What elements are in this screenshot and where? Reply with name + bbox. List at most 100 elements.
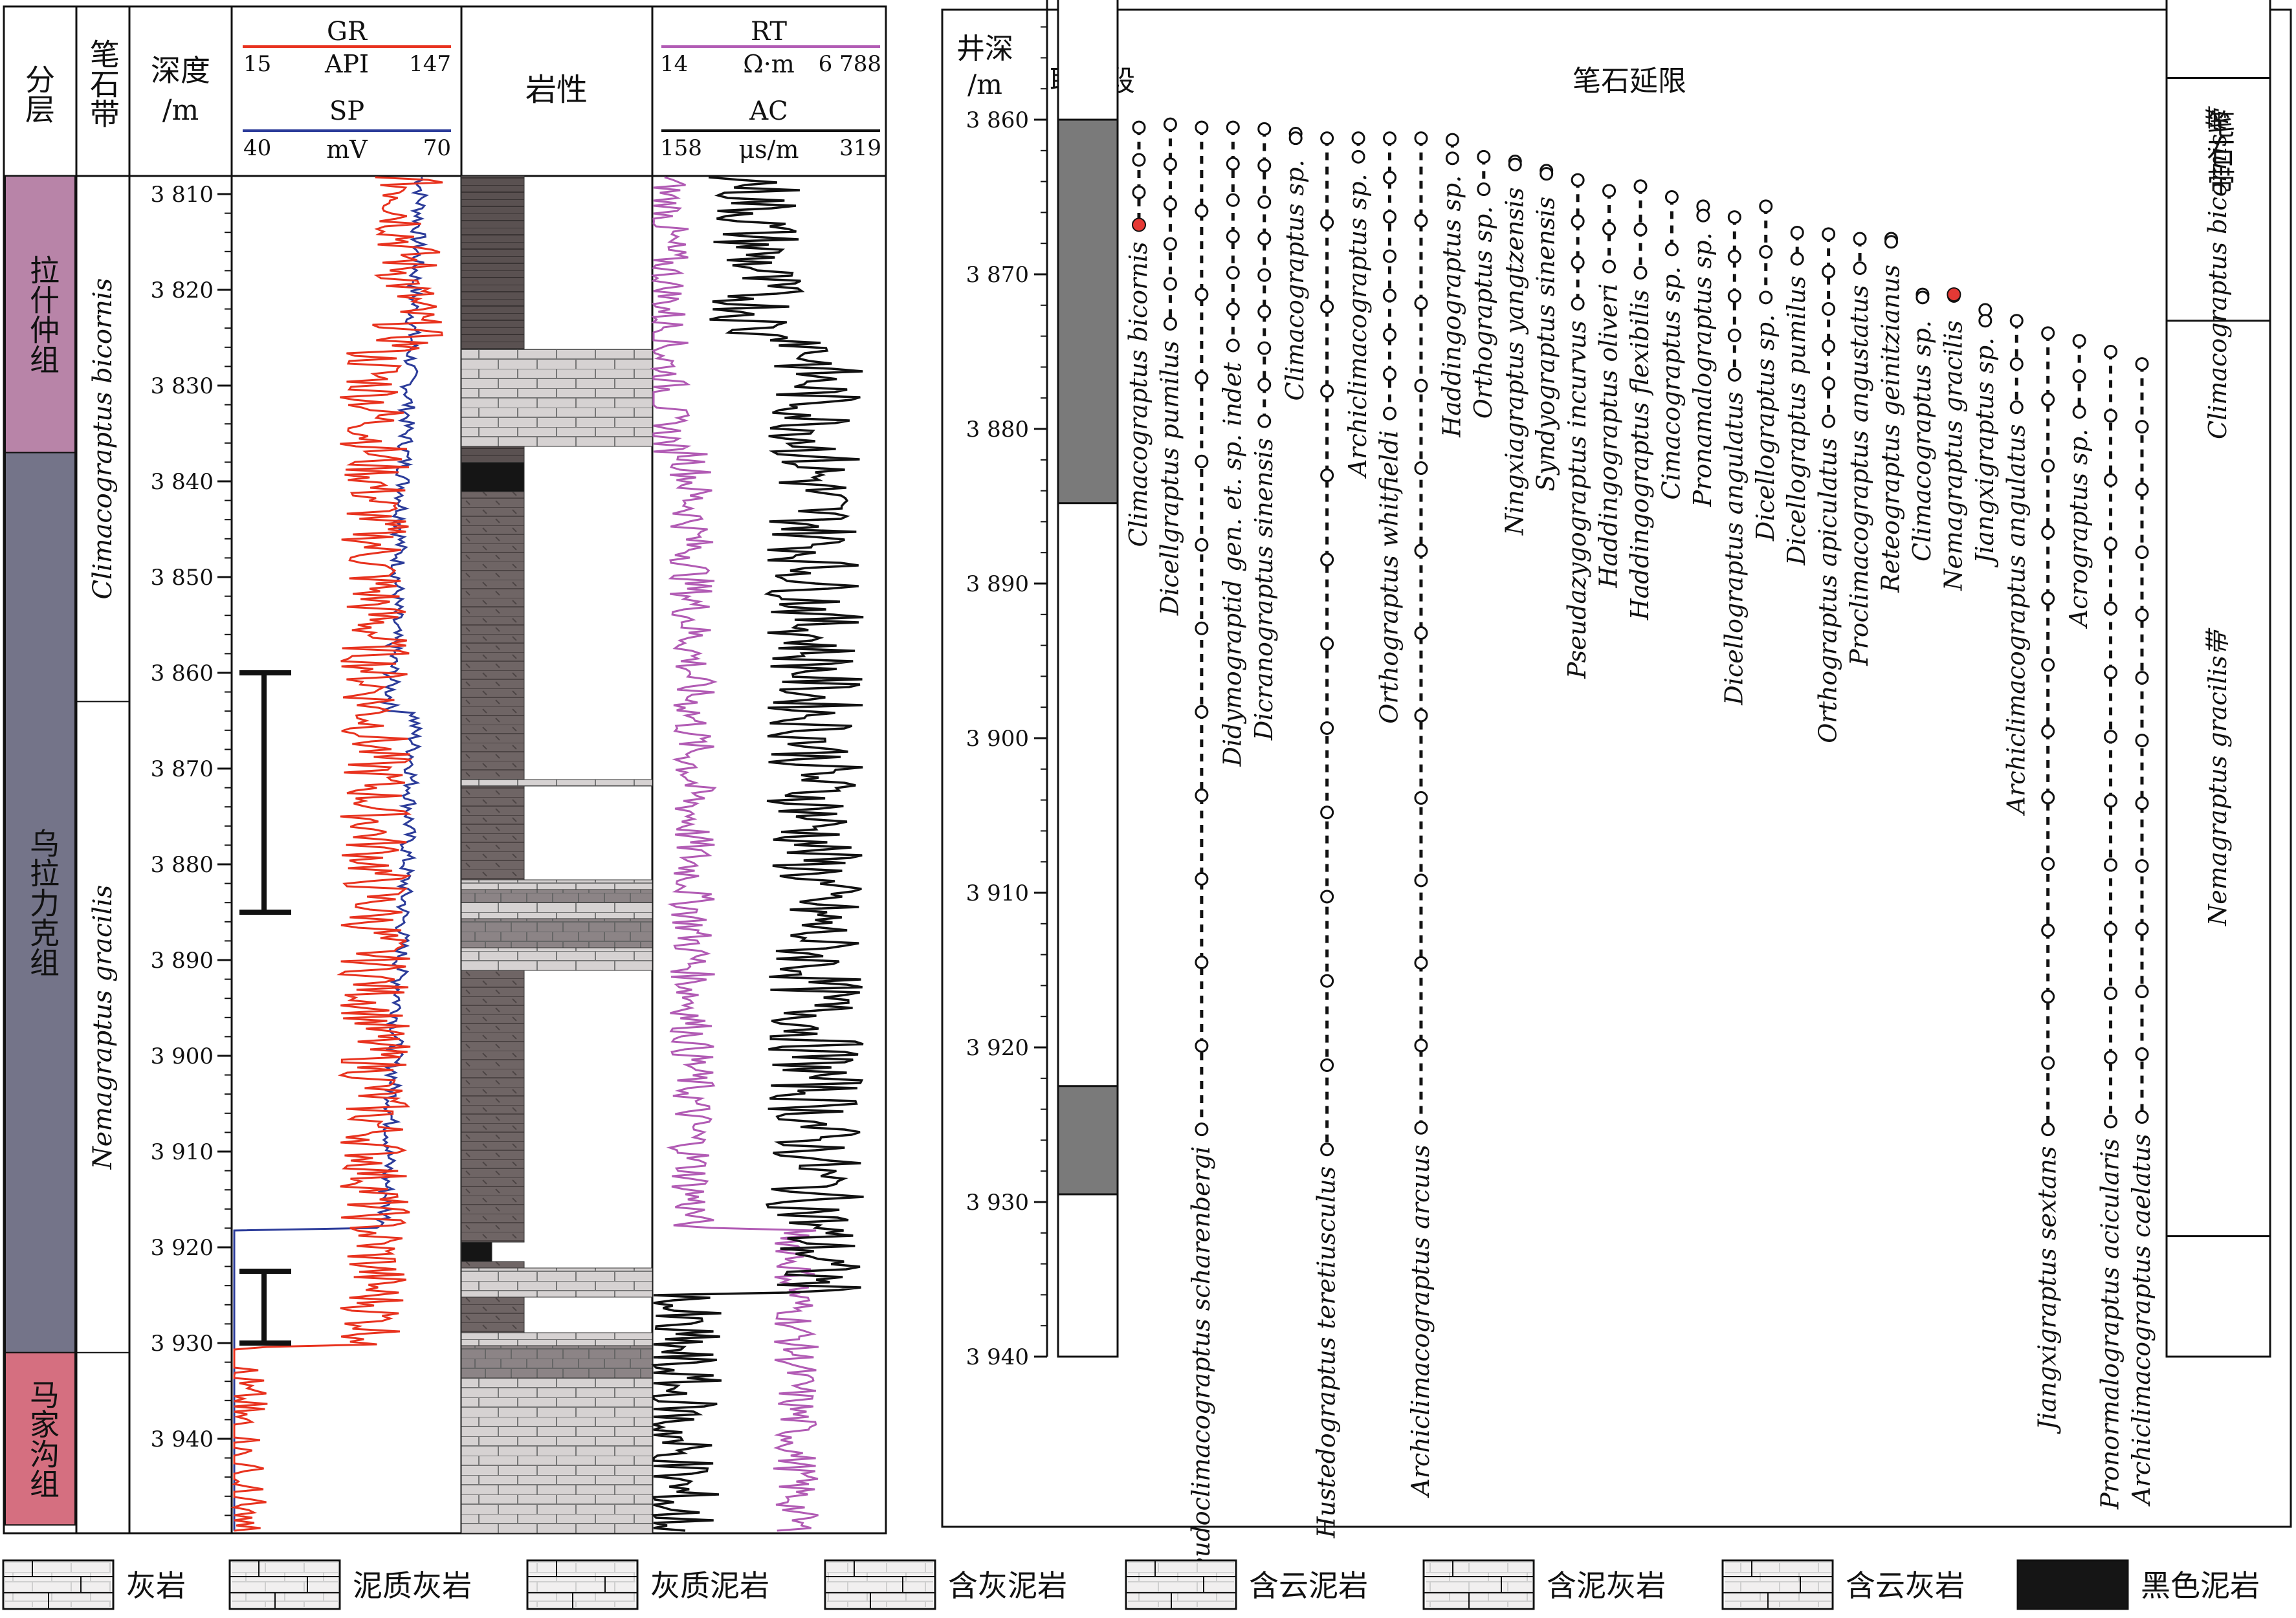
occurrence-marker <box>1414 213 1428 228</box>
occurrence-marker <box>2009 400 2024 415</box>
occurrence-marker <box>1915 290 1930 305</box>
lithology-bed <box>461 175 525 350</box>
occurrence-marker <box>1132 185 1146 199</box>
occurrence-marker <box>1383 210 1396 224</box>
occurrence-marker <box>1195 538 1209 552</box>
occurrence-marker <box>1383 131 1396 146</box>
occurrence-marker <box>1414 956 1428 970</box>
occurrence-marker <box>1257 305 1272 319</box>
occurrence-marker <box>1383 170 1396 184</box>
depth-tick-label: 3 940 <box>966 1344 1029 1370</box>
occurrence-marker <box>1195 454 1209 468</box>
ac-min: 158 <box>660 135 702 161</box>
occurrence-marker <box>1195 204 1209 218</box>
ac-max: 319 <box>839 135 881 161</box>
depth-header: 深度 <box>151 53 210 88</box>
lithology-bed <box>461 889 653 903</box>
lithology-bed <box>461 1261 525 1269</box>
depth-tick-label: 3 930 <box>151 1331 214 1357</box>
graptolite-taxa-ranges: Climacograptus bicornis Dicellgraptus pum… <box>1124 117 2156 1601</box>
core-interval <box>1057 1085 1119 1196</box>
legend-swatch-lines <box>527 1560 637 1609</box>
legend-label: 含灰泥岩 <box>948 1568 1067 1603</box>
occurrence-marker <box>1195 621 1209 635</box>
lithology-bed <box>461 349 653 447</box>
taxon-label: Archiclimacograptus sp. <box>1343 173 1372 479</box>
taxon-label: Haddingograptus sp. <box>1437 175 1466 438</box>
legend-label: 灰岩 <box>126 1568 186 1603</box>
occurrence-marker <box>1822 227 1836 241</box>
occurrence-marker <box>2072 369 2086 384</box>
depth-tick-label: 3 900 <box>966 726 1029 752</box>
occurrence-marker <box>1226 302 1240 316</box>
occurrence-marker <box>1540 167 1554 181</box>
occurrence-marker <box>1664 243 1679 257</box>
legend-swatch-black-mudstone <box>2016 1559 2129 1610</box>
occurrence-marker <box>1884 235 1898 249</box>
formation-band <box>5 1351 76 1526</box>
occurrence-marker <box>2041 459 2055 473</box>
occurrence-marker <box>1414 1038 1428 1053</box>
sp-min: 40 <box>243 135 271 161</box>
formation-band <box>5 452 76 1353</box>
legend-swatch-lines <box>230 1560 340 1609</box>
legend-label: 黑色泥岩 <box>2141 1568 2260 1603</box>
sp-curve <box>233 177 430 1531</box>
occurrence-marker <box>1822 302 1836 316</box>
occurrence-marker <box>2104 986 2118 1000</box>
taxon-label: Acrograptus sp. <box>2064 429 2093 629</box>
occurrence-marker <box>1351 149 1365 164</box>
occurrence-marker <box>1163 316 1177 331</box>
occurrence-marker <box>1163 277 1177 291</box>
depth-tick-label: 3 930 <box>966 1190 1029 1216</box>
occurrence-marker <box>1195 1122 1209 1137</box>
legend-swatch-lines <box>1424 1560 1534 1609</box>
ac-unit: μs/m <box>738 135 799 164</box>
lithology-bed <box>461 446 525 463</box>
occurrence-marker <box>2135 357 2149 371</box>
legend-label: 灰质泥岩 <box>650 1568 769 1603</box>
occurrence-marker <box>1195 287 1209 301</box>
legend-swatch-lines <box>1126 1560 1236 1609</box>
lithology-bed <box>461 1345 653 1379</box>
occurrence-marker <box>1414 461 1428 476</box>
occurrence-marker <box>1759 290 1773 305</box>
taxon-label: Archiclimacograptus caelatus <box>2127 1134 2156 1507</box>
occurrence-marker <box>1664 190 1679 204</box>
occurrence-marker <box>2135 922 2149 936</box>
occurrence-marker <box>2104 922 2118 936</box>
occurrence-marker <box>2041 923 2055 937</box>
occurrence-marker <box>2041 591 2055 606</box>
occurrence-marker <box>1759 245 1773 259</box>
depth-unit: /m <box>162 94 199 127</box>
core-interval-bars <box>239 670 291 1346</box>
taxon-label: Dicranograptus sinensis <box>1250 438 1278 741</box>
occurrence-marker <box>2009 314 2024 328</box>
rt-unit: Ω·m <box>743 50 795 78</box>
taxon-label: Dicellograptus sp. <box>1751 314 1780 541</box>
occurrence-marker <box>1602 259 1617 274</box>
occurrence-marker <box>1257 378 1272 392</box>
taxon-label: Dicellograptus pumilus <box>1782 276 1811 565</box>
occurrence-marker <box>2041 392 2055 406</box>
taxon-label: Pronormalograptus acicularis <box>2096 1139 2125 1510</box>
depth-tick-label: 3 840 <box>151 469 214 495</box>
occurrence-marker <box>1163 237 1177 251</box>
zone-header: 笔石带 <box>85 39 120 128</box>
occurrence-marker <box>1320 300 1334 314</box>
occurrence-marker <box>1288 131 1303 146</box>
occurrence-marker <box>1383 406 1396 421</box>
lithology-bed <box>461 970 525 1243</box>
depth-tick-label: 3 900 <box>151 1044 214 1069</box>
lithology-bed <box>461 1267 653 1298</box>
occurrence-marker <box>1477 182 1491 197</box>
lithology-bed <box>461 918 653 948</box>
occurrence-marker <box>1790 225 1804 239</box>
lithology-bed <box>461 879 653 890</box>
zone-header: 笔石带 <box>2202 109 2235 195</box>
occurrence-marker <box>2041 791 2055 805</box>
legend-label: 含云灰岩 <box>1846 1568 1965 1603</box>
